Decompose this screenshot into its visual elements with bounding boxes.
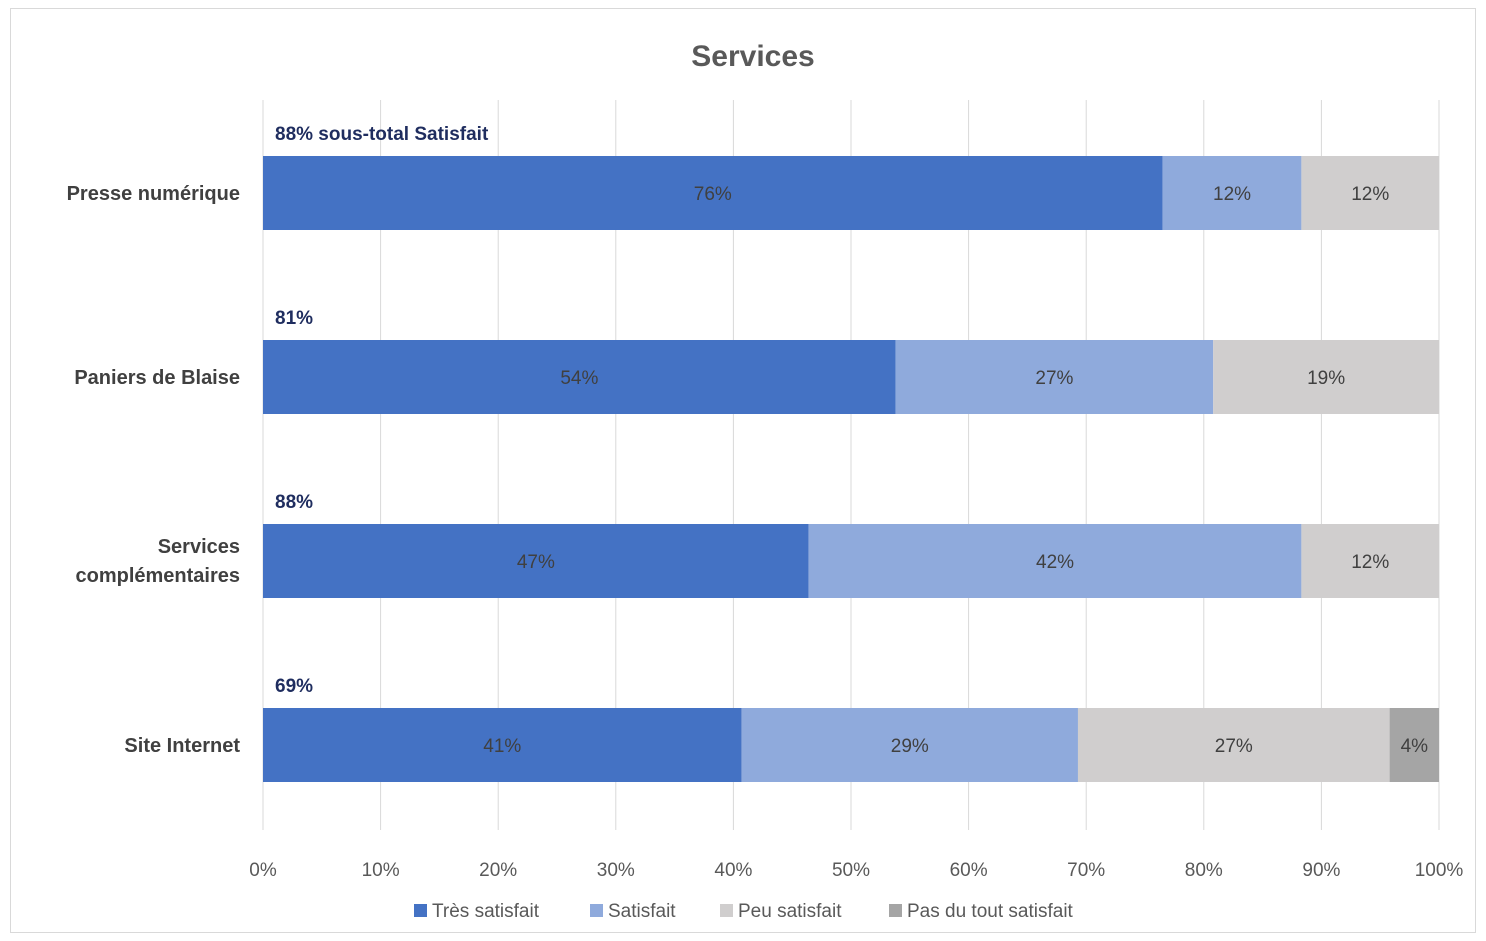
bar-segment bbox=[1301, 156, 1439, 230]
subtotal-label: 81% bbox=[275, 308, 313, 329]
chart-title: Services bbox=[691, 40, 814, 73]
bar-segment bbox=[1213, 340, 1439, 414]
data-label: 41% bbox=[483, 736, 521, 757]
category-label: Paniers de Blaise bbox=[74, 367, 240, 389]
legend-swatch bbox=[720, 904, 733, 917]
legend-label: Pas du tout satisfait bbox=[907, 901, 1074, 922]
subtotal-label: 69% bbox=[275, 676, 313, 697]
legend-label: Satisfait bbox=[608, 901, 676, 922]
bar-segment bbox=[263, 156, 1163, 230]
data-label: 19% bbox=[1307, 368, 1345, 389]
bar-segment bbox=[1389, 708, 1439, 782]
bar-segment bbox=[1301, 524, 1439, 598]
bar-segment bbox=[808, 524, 1302, 598]
x-tick-label: 10% bbox=[362, 860, 400, 881]
legend-label: Très satisfait bbox=[432, 901, 540, 922]
data-label: 42% bbox=[1036, 552, 1074, 573]
category-label: Site Internet bbox=[124, 735, 240, 757]
bar-segment bbox=[895, 340, 1214, 414]
x-tick-label: 30% bbox=[597, 860, 635, 881]
subtotal-label: 88% sous-total Satisfait bbox=[275, 124, 489, 145]
bar-segment bbox=[263, 524, 809, 598]
category-label: Presse numérique bbox=[67, 183, 240, 205]
data-label: 12% bbox=[1351, 552, 1389, 573]
legend-swatch bbox=[889, 904, 902, 917]
bar-segment bbox=[263, 340, 896, 414]
x-tick-label: 80% bbox=[1185, 860, 1223, 881]
data-label: 29% bbox=[891, 736, 929, 757]
data-label: 27% bbox=[1035, 368, 1073, 389]
data-label: 76% bbox=[694, 184, 732, 205]
x-tick-label: 40% bbox=[714, 860, 752, 881]
data-label: 27% bbox=[1215, 736, 1253, 757]
data-label: 54% bbox=[560, 368, 598, 389]
data-label: 4% bbox=[1401, 736, 1429, 757]
bar-segment bbox=[263, 708, 742, 782]
bar-segment bbox=[1162, 156, 1302, 230]
x-tick-label: 0% bbox=[249, 860, 277, 881]
data-label: 47% bbox=[517, 552, 555, 573]
legend-swatch bbox=[414, 904, 427, 917]
category-label: Services complémentaires bbox=[75, 536, 240, 587]
subtotal-label: 88% bbox=[275, 492, 313, 513]
bar-segment bbox=[1077, 708, 1390, 782]
data-label: 12% bbox=[1213, 184, 1251, 205]
bar-segment bbox=[741, 708, 1078, 782]
x-axis-ticks: 0% 10% 20% 30% 40% 50% 60% 70% 80% 90% 100% bbox=[249, 860, 1463, 881]
legend-label: Peu satisfait bbox=[738, 901, 842, 922]
data-label: 12% bbox=[1351, 184, 1389, 205]
x-tick-label: 60% bbox=[950, 860, 988, 881]
legend: Très satisfait Satisfait Peu satisfait Pas … bbox=[414, 901, 1074, 922]
x-tick-label: 100% bbox=[1415, 860, 1464, 881]
bars: 76% 12% 12% 88% sous-total Satisfait 54% 27% 1… bbox=[263, 124, 1439, 782]
legend-swatch bbox=[590, 904, 603, 917]
x-tick-label: 70% bbox=[1067, 860, 1105, 881]
x-tick-label: 20% bbox=[479, 860, 517, 881]
category-labels: Presse numérique Paniers de Blaise Service… bbox=[67, 183, 241, 757]
x-tick-label: 50% bbox=[832, 860, 870, 881]
x-tick-label: 90% bbox=[1302, 860, 1340, 881]
